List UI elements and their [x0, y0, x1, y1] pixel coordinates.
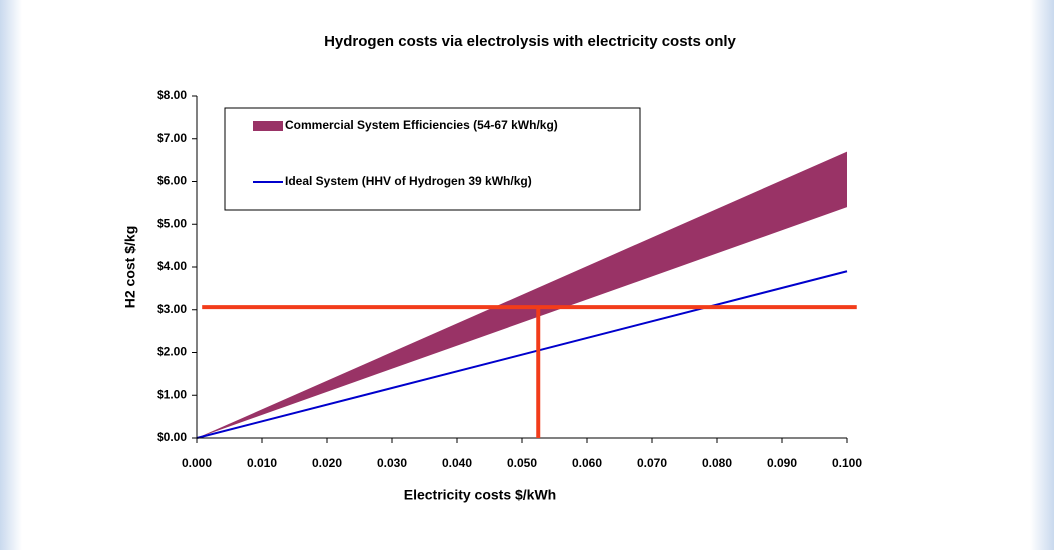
x-tick-label: 0.050: [507, 456, 537, 470]
x-tick-label: 0.060: [572, 456, 602, 470]
x-tick-label: 0.080: [702, 456, 732, 470]
y-tick-label: $1.00: [157, 387, 187, 401]
y-tick-label: $4.00: [157, 259, 187, 273]
x-tick-label: 0.010: [247, 456, 277, 470]
x-tick-label: 0.100: [832, 456, 862, 470]
y-axis-label: H2 cost $/kg: [122, 226, 138, 308]
x-tick-label: 0.000: [182, 456, 212, 470]
legend-label: Commercial System Efficiencies (54-67 kW…: [285, 118, 558, 132]
y-tick-label: $3.00: [157, 302, 187, 316]
legend-label: Ideal System (HHV of Hydrogen 39 kWh/kg): [285, 174, 532, 188]
legend-swatch: [253, 121, 283, 131]
x-tick-label: 0.090: [767, 456, 797, 470]
y-tick-label: $2.00: [157, 345, 187, 359]
legend-box: [224, 107, 641, 211]
x-tick-label: 0.040: [442, 456, 472, 470]
y-tick-label: $0.00: [157, 430, 187, 444]
y-tick-label: $8.00: [157, 88, 187, 102]
chart-title: Hydrogen costs via electrolysis with ele…: [324, 33, 736, 50]
y-tick-label: $6.00: [157, 174, 187, 188]
y-tick-label: $7.00: [157, 131, 187, 145]
band-area: [197, 151, 847, 438]
y-tick-label: $5.00: [157, 216, 187, 230]
x-axis-label: Electricity costs $/kWh: [404, 487, 557, 503]
line: [196, 270, 848, 439]
x-tick-label: 0.020: [312, 456, 342, 470]
x-tick-label: 0.070: [637, 456, 667, 470]
x-tick-label: 0.030: [377, 456, 407, 470]
